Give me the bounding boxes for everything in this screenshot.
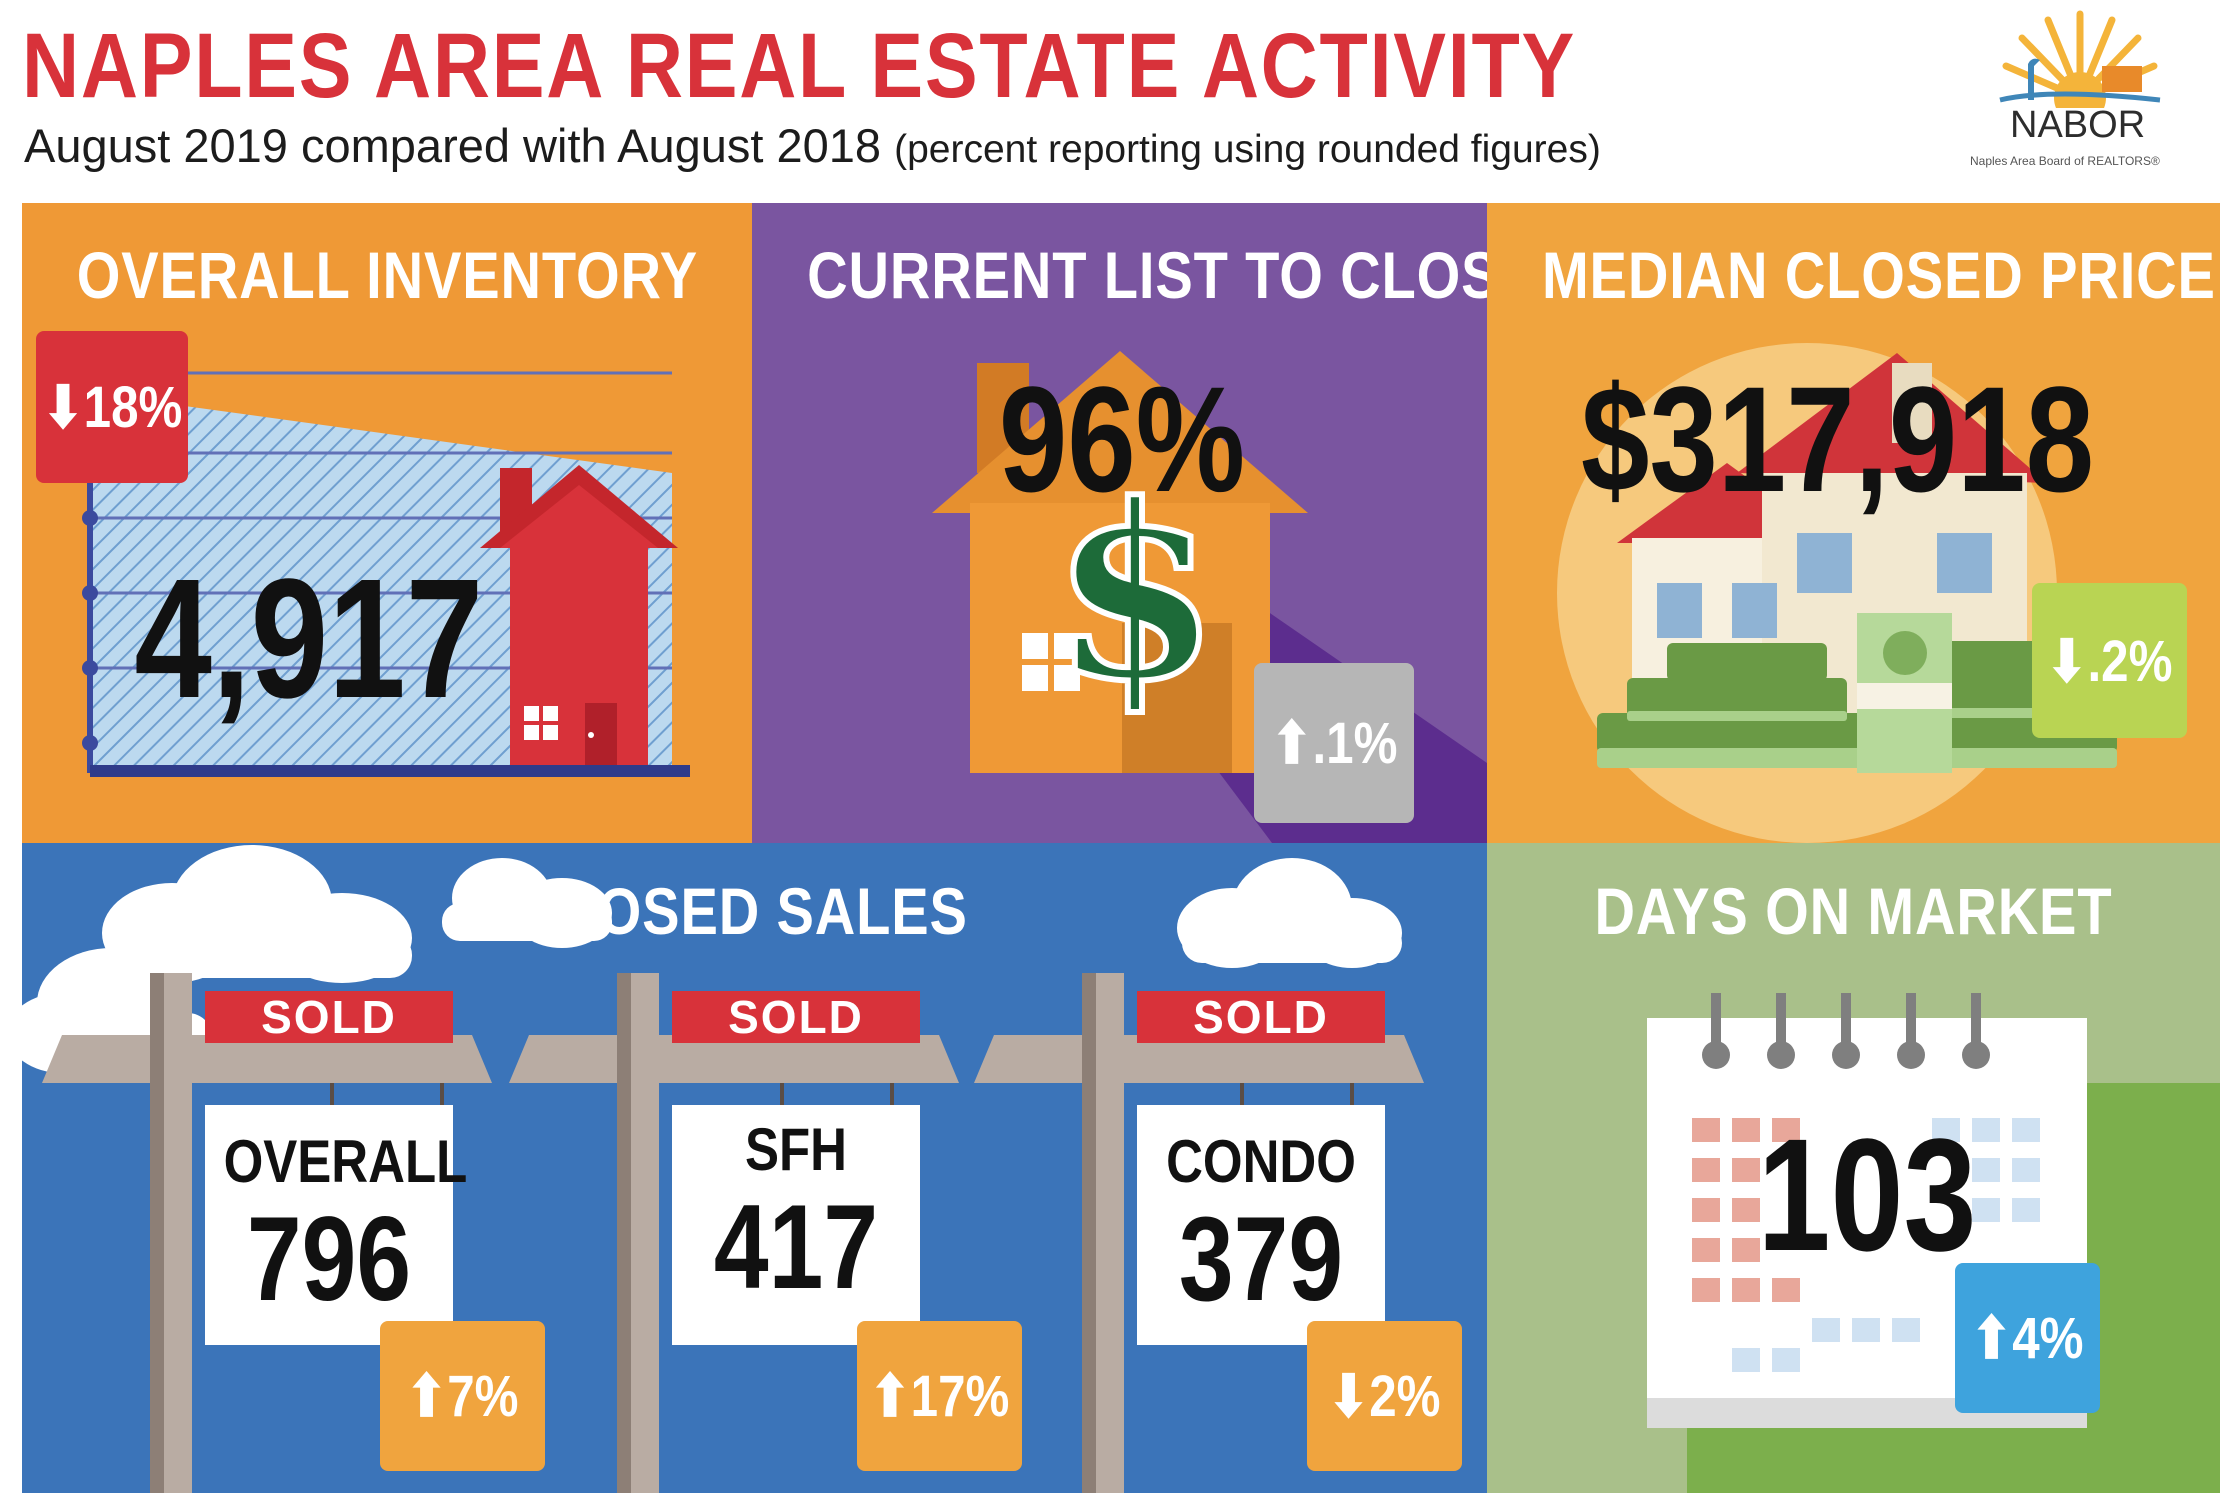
sign-condo: CONDO 379: [1137, 1105, 1385, 1345]
days-on-market-change: 4%: [2012, 1306, 2084, 1371]
down-arrow-icon: ⬇: [1328, 1364, 1370, 1429]
overall-inventory-title: OVERALL INVENTORY: [76, 238, 699, 312]
sign-sfh-value: 417: [713, 1180, 879, 1314]
list-to-closed-change-badge: ⬆.1%: [1254, 663, 1414, 823]
overall-change-badge: ⬆7%: [380, 1321, 545, 1471]
sold-tag-condo: SOLD: [1137, 991, 1385, 1043]
subtitle-note: (percent reporting using rounded figures…: [894, 128, 1601, 171]
median-price-change-badge: ⬇.2%: [2032, 583, 2187, 738]
overall-change: 7%: [447, 1364, 519, 1429]
sign-overall: OVERALL 796: [205, 1105, 468, 1345]
sold-tag-sfh: SOLD: [672, 991, 920, 1043]
inventory-chart-graphic: [82, 371, 690, 777]
inventory-value: 4,917: [134, 544, 484, 734]
up-arrow-icon: ⬆: [406, 1364, 448, 1429]
median-price-panel: MEDIAN CLOSED PRICE $317,918 ⬇: [1487, 203, 2220, 843]
median-price-value: $317,918: [1581, 355, 2095, 523]
sfh-change-badge: ⬆17%: [857, 1321, 1022, 1471]
list-to-closed-title: CURRENT LIST TO CLOSED: [807, 238, 1487, 312]
logo-tagline: Naples Area Board of REALTORS®: [1970, 154, 2160, 168]
sign-sfh: SFH 417: [672, 1105, 920, 1345]
list-to-closed-change: .1%: [1312, 711, 1398, 776]
up-arrow-icon: ⬆: [1971, 1306, 2013, 1371]
page-subtitle: August 2019 compared with August 2018 (p…: [24, 118, 1601, 173]
closed-sales-title: CLOSED SALES: [521, 874, 968, 948]
dollar-icon: $: [1049, 452, 1222, 734]
up-arrow-icon: ⬆: [1270, 711, 1313, 776]
sign-overall-value: 796: [246, 1192, 412, 1326]
inventory-change: 18%: [83, 375, 183, 440]
inventory-change-badge: ⬇18%: [36, 331, 188, 483]
sign-sfh-label: SFH: [745, 1116, 847, 1183]
up-arrow-icon: ⬆: [869, 1364, 911, 1429]
days-on-market-value: 103: [1757, 1105, 1977, 1284]
list-to-closed-panel: CURRENT LIST TO CLOSED $ 96% ⬆.1%: [752, 203, 1487, 843]
page-title: NAPLES AREA REAL ESTATE ACTIVITY: [22, 15, 1577, 117]
list-to-closed-value: 96%: [998, 355, 1246, 523]
overall-inventory-panel: OVERALL INVENTORY: [22, 203, 752, 843]
condo-change-badge: ⬇2%: [1307, 1321, 1462, 1471]
sunburst-logo-icon: [1999, 10, 2161, 124]
down-arrow-icon: ⬇: [2046, 628, 2088, 694]
median-price-change: .2%: [2087, 628, 2173, 694]
sign-condo-value: 379: [1178, 1192, 1344, 1326]
median-price-title: MEDIAN CLOSED PRICE: [1541, 238, 2216, 312]
closed-sales-scene-graphic: [22, 845, 1424, 1493]
subtitle-text: August 2019 compared with August 2018: [24, 119, 882, 172]
logo-brand: NABOR: [2010, 104, 2146, 146]
days-on-market-panel: DAYS ON MARKET 103 ⬆4%: [1487, 843, 2220, 1493]
days-on-market-change-badge: ⬆4%: [1955, 1263, 2100, 1413]
condo-change: 2%: [1369, 1364, 1441, 1429]
down-arrow-icon: ⬇: [42, 375, 84, 440]
days-on-market-title: DAYS ON MARKET: [1594, 874, 2113, 948]
nabor-logo: NABOR Naples Area Board of REALTORS®: [1970, 8, 2190, 178]
sign-condo-label: CONDO: [1166, 1128, 1356, 1195]
sfh-change: 17%: [910, 1364, 1010, 1429]
closed-sales-panel: CLOSED SALES SOLD OVERALL 796 ⬆7% SOLD S…: [22, 843, 1487, 1493]
sign-overall-label: OVERALL: [223, 1128, 468, 1195]
sold-tag-overall: SOLD: [205, 991, 453, 1043]
